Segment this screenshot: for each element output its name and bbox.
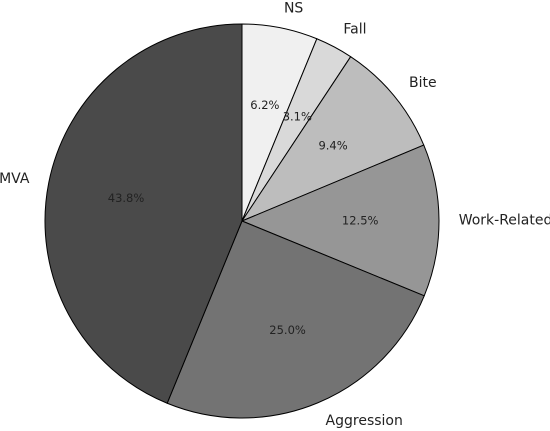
pct-label-bite: 9.4%	[318, 139, 347, 153]
pct-label-mva: 43.8%	[108, 191, 145, 205]
pie-slice-work-related	[241, 144, 440, 297]
category-label-mva: MVA	[0, 171, 30, 187]
pct-label-aggression: 25.0%	[269, 323, 306, 337]
pct-label-fall: 3.1%	[283, 110, 312, 124]
pie-slice-bite	[241, 56, 425, 222]
category-label-work-related: Work-Related	[459, 212, 550, 228]
category-label-bite: Bite	[409, 75, 437, 91]
percentage-labels: 6.2% 3.1% 9.4% 12.5% 25.0% 43.8%	[108, 98, 379, 337]
pct-label-ns: 6.2%	[250, 98, 279, 112]
pie-slice-aggression	[166, 220, 425, 419]
category-label-fall: Fall	[343, 21, 366, 37]
pie-slice-mva	[44, 23, 243, 404]
category-label-aggression: Aggression	[326, 413, 403, 429]
pct-label-work-related: 12.5%	[342, 214, 379, 228]
category-label-ns: NS	[284, 0, 303, 16]
pie-slices	[44, 23, 440, 419]
